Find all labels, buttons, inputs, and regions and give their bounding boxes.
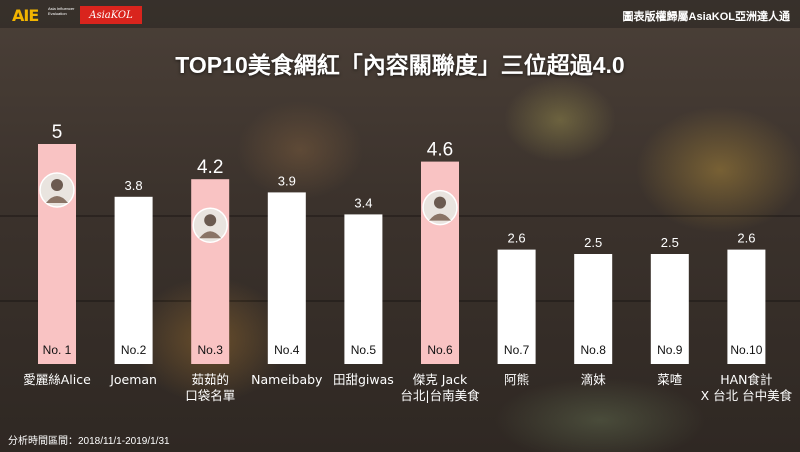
table-plank-line <box>0 300 800 302</box>
rank-label: No.9 <box>657 343 683 357</box>
category-label: 菜喳 <box>657 372 683 387</box>
bar-value-label: 4.2 <box>197 157 223 178</box>
bar-value-label: 3.9 <box>278 173 296 188</box>
copyright-notice: 圖表版權歸屬AsiaKOL亞洲達人通 <box>622 11 790 23</box>
bar <box>497 249 536 364</box>
aie-logo-subtitle: Asia Influencer Evaluation <box>48 6 75 16</box>
bar <box>574 254 613 364</box>
bar-value-label: 3.4 <box>354 195 372 210</box>
header-bar: AIE Asia Influencer Evaluation AsiaKOL 圖… <box>0 0 800 28</box>
rank-label: No.10 <box>730 343 762 357</box>
avatar-body <box>46 196 68 203</box>
rank-label: No.4 <box>274 343 300 357</box>
bar <box>344 214 383 364</box>
category-label: HAN食計 <box>720 372 772 387</box>
table-plank-line <box>0 215 800 217</box>
rank-label: No.5 <box>351 343 377 357</box>
avatar-head <box>434 196 446 209</box>
bar-value-label: 5 <box>52 122 63 143</box>
category-label: 田甜giwas <box>333 372 394 387</box>
bar-value-label: 2.5 <box>661 235 679 250</box>
rank-label: No.6 <box>427 343 453 357</box>
bar-value-label: 3.8 <box>125 178 143 193</box>
category-label: X 台北 台中美食 <box>701 388 793 403</box>
chart-title: TOP10美食網紅「內容關聯度」三位超過4.0 <box>175 52 625 78</box>
bar-value-label: 4.6 <box>427 140 453 161</box>
category-label: 台北|台南美食 <box>400 388 480 403</box>
category-label: 口袋名單 <box>185 388 235 403</box>
avatar-body <box>429 213 451 221</box>
bar <box>114 196 153 364</box>
aie-logo: AIE <box>12 6 39 25</box>
category-label: 傑克 Jack <box>413 372 468 387</box>
bar <box>191 179 230 364</box>
category-label: Joeman <box>109 372 157 387</box>
category-label: 滴妹 <box>581 372 607 387</box>
category-label: 茹茹的 <box>191 372 229 387</box>
rank-label: No.3 <box>198 343 224 357</box>
avatar-head <box>204 214 217 227</box>
bar-value-label: 2.5 <box>584 235 602 250</box>
bar-value-label: 2.6 <box>508 231 526 246</box>
analysis-period: 分析時間區間：2018/11/1-2019/1/31 <box>8 436 170 447</box>
bar <box>267 192 306 364</box>
bar-value-label: 2.6 <box>737 231 755 246</box>
category-label: 愛麗絲Alice <box>23 372 91 387</box>
rank-label: No.7 <box>504 343 530 357</box>
category-label: Nameibaby <box>251 372 323 387</box>
rank-label: No.8 <box>581 343 607 357</box>
category-label: 阿熊 <box>504 372 529 387</box>
asiakol-logo: AsiaKOL <box>80 6 142 24</box>
avatar-body <box>199 231 222 239</box>
rank-label: No.2 <box>121 343 147 357</box>
bar <box>727 249 766 364</box>
rank-label: No. 1 <box>43 343 72 357</box>
avatar-head <box>51 179 63 191</box>
bar <box>650 254 689 364</box>
